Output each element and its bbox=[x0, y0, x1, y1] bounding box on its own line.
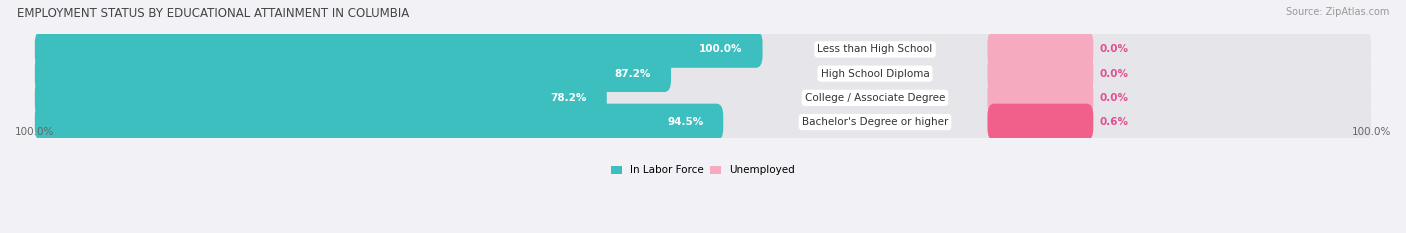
FancyBboxPatch shape bbox=[987, 31, 1094, 68]
Text: 0.0%: 0.0% bbox=[1099, 45, 1129, 54]
Text: 0.0%: 0.0% bbox=[1099, 93, 1129, 103]
FancyBboxPatch shape bbox=[35, 55, 1371, 92]
Text: 100.0%: 100.0% bbox=[1351, 127, 1391, 137]
Legend: In Labor Force, Unemployed: In Labor Force, Unemployed bbox=[607, 161, 799, 179]
Text: Source: ZipAtlas.com: Source: ZipAtlas.com bbox=[1285, 7, 1389, 17]
Text: College / Associate Degree: College / Associate Degree bbox=[804, 93, 945, 103]
Text: 0.6%: 0.6% bbox=[1099, 117, 1129, 127]
Text: 78.2%: 78.2% bbox=[551, 93, 586, 103]
FancyBboxPatch shape bbox=[987, 55, 1094, 92]
Text: 94.5%: 94.5% bbox=[666, 117, 703, 127]
Text: 0.0%: 0.0% bbox=[1099, 69, 1129, 79]
FancyBboxPatch shape bbox=[35, 79, 607, 116]
FancyBboxPatch shape bbox=[35, 31, 1371, 68]
Text: 87.2%: 87.2% bbox=[614, 69, 651, 79]
FancyBboxPatch shape bbox=[35, 79, 1371, 116]
FancyBboxPatch shape bbox=[987, 79, 1094, 116]
FancyBboxPatch shape bbox=[35, 104, 1371, 140]
Text: Bachelor's Degree or higher: Bachelor's Degree or higher bbox=[801, 117, 948, 127]
Text: EMPLOYMENT STATUS BY EDUCATIONAL ATTAINMENT IN COLUMBIA: EMPLOYMENT STATUS BY EDUCATIONAL ATTAINM… bbox=[17, 7, 409, 20]
FancyBboxPatch shape bbox=[35, 104, 723, 140]
FancyBboxPatch shape bbox=[35, 55, 671, 92]
Text: High School Diploma: High School Diploma bbox=[821, 69, 929, 79]
Text: 100.0%: 100.0% bbox=[15, 127, 55, 137]
Text: Less than High School: Less than High School bbox=[817, 45, 932, 54]
Text: 100.0%: 100.0% bbox=[699, 45, 742, 54]
FancyBboxPatch shape bbox=[987, 104, 1094, 140]
FancyBboxPatch shape bbox=[35, 31, 762, 68]
